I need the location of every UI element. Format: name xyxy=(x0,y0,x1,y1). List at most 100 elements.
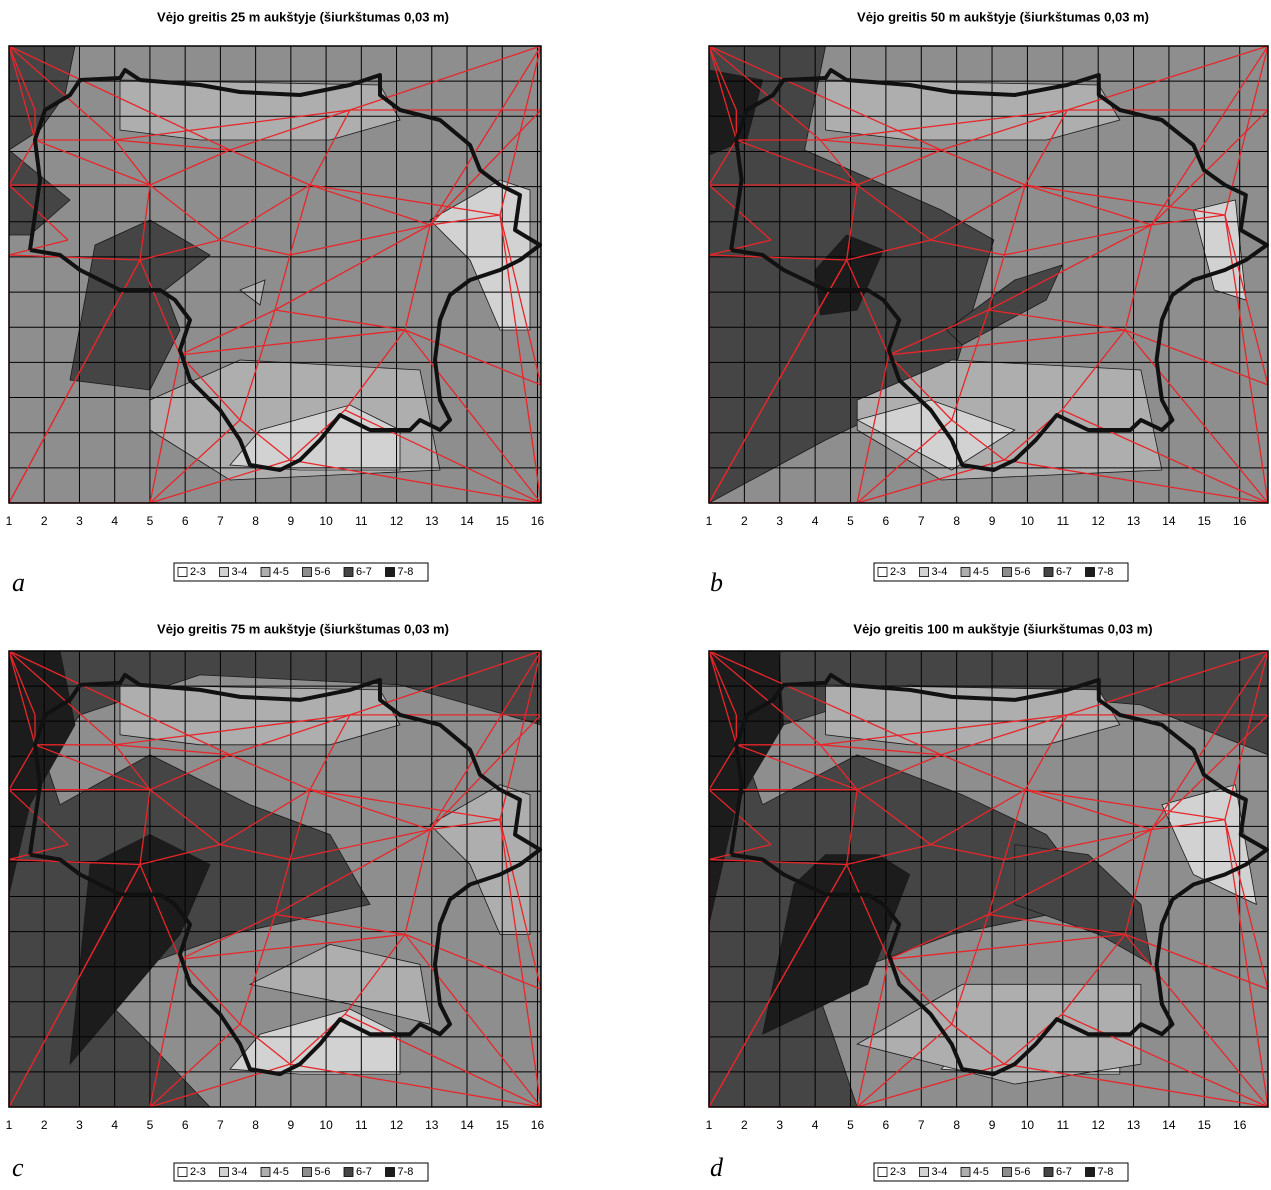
x-tick-label: 11 xyxy=(355,514,368,528)
x-tick-label: 4 xyxy=(812,514,819,528)
x-tick-label: 1 xyxy=(706,514,713,528)
panel-label: a xyxy=(12,568,25,597)
x-tick-label: 2 xyxy=(741,1118,748,1132)
legend-swatch xyxy=(1044,1168,1053,1177)
legend-swatch xyxy=(961,1168,970,1177)
legend-swatch xyxy=(878,1168,887,1177)
panel-label: c xyxy=(12,1153,24,1182)
x-tick-label: 10 xyxy=(1021,1118,1035,1132)
legend-swatch xyxy=(961,568,970,577)
legend-label: 4-5 xyxy=(973,1166,989,1178)
legend-label: 7-8 xyxy=(1098,1166,1114,1178)
x-tick-label: 7 xyxy=(918,1118,925,1132)
legend-label: 2-3 xyxy=(890,566,906,578)
x-tick-label: 3 xyxy=(76,514,83,528)
legend-swatch xyxy=(344,1168,353,1177)
x-tick-label: 13 xyxy=(425,1118,439,1132)
x-tick-label: 7 xyxy=(918,514,925,528)
legend-swatch xyxy=(344,568,353,577)
x-tick-label: 2 xyxy=(41,514,48,528)
x-tick-label: 8 xyxy=(252,1118,259,1132)
x-tick-label: 12 xyxy=(1091,1118,1105,1132)
x-tick-label: 15 xyxy=(1198,1118,1212,1132)
x-tick-label: 12 xyxy=(1091,514,1105,528)
legend-label: 6-7 xyxy=(1056,566,1072,578)
legend-swatch xyxy=(220,568,229,577)
legend-label: 4-5 xyxy=(973,566,989,578)
x-tick-label: 14 xyxy=(460,1118,474,1132)
x-tick-label: 8 xyxy=(953,1118,960,1132)
legend-label: 3-4 xyxy=(932,566,948,578)
x-tick-label: 16 xyxy=(531,1118,545,1132)
x-tick-label: 2 xyxy=(741,514,748,528)
x-tick-label: 6 xyxy=(182,514,189,528)
x-tick-label: 8 xyxy=(252,514,259,528)
chart-title: Vėjo greitis 75 m aukštyje (šiurkštumas … xyxy=(157,621,449,636)
plot xyxy=(709,46,1268,503)
x-tick-label: 11 xyxy=(355,1118,368,1132)
page: Vėjo greitis 25 m aukštyje (šiurkštumas … xyxy=(0,0,1271,1190)
x-tick-label: 15 xyxy=(1198,514,1212,528)
x-tick-label: 13 xyxy=(425,514,439,528)
legend-label: 3-4 xyxy=(232,566,248,578)
legend-swatch xyxy=(178,568,187,577)
legend-label: 2-3 xyxy=(890,1166,906,1178)
legend-label: 2-3 xyxy=(190,1166,206,1178)
x-tick-label: 9 xyxy=(989,1118,996,1132)
x-tick-label: 6 xyxy=(182,1118,189,1132)
x-tick-label: 14 xyxy=(1162,1118,1176,1132)
x-tick-label: 5 xyxy=(147,1118,154,1132)
legend-label: 4-5 xyxy=(273,566,289,578)
legend-label: 3-4 xyxy=(232,1166,248,1178)
panel-label: b xyxy=(710,568,723,597)
x-tick-label: 10 xyxy=(319,1118,333,1132)
chart-title: Vėjo greitis 25 m aukštyje (šiurkštumas … xyxy=(157,9,449,24)
x-tick-label: 4 xyxy=(812,1118,819,1132)
legend-swatch xyxy=(386,568,395,577)
legend-label: 3-4 xyxy=(932,1166,948,1178)
x-tick-label: 8 xyxy=(953,514,960,528)
x-tick-label: 12 xyxy=(390,1118,404,1132)
legend-swatch xyxy=(1003,568,1012,577)
legend-swatch xyxy=(303,1168,312,1177)
legend-label: 5-6 xyxy=(315,1166,331,1178)
legend-swatch xyxy=(386,1168,395,1177)
x-tick-label: 14 xyxy=(460,514,474,528)
legend-swatch xyxy=(1086,1168,1095,1177)
x-tick-label: 1 xyxy=(6,514,13,528)
x-tick-label: 16 xyxy=(531,514,545,528)
legend-swatch xyxy=(178,1168,187,1177)
plot xyxy=(9,46,541,503)
x-tick-label: 16 xyxy=(1233,1118,1247,1132)
x-tick-label: 5 xyxy=(847,514,854,528)
x-tick-label: 4 xyxy=(111,1118,118,1132)
x-tick-label: 15 xyxy=(496,1118,510,1132)
chart-title: Vėjo greitis 100 m aukštyje (šiurkštumas… xyxy=(853,621,1152,636)
x-tick-label: 10 xyxy=(1021,514,1035,528)
x-tick-label: 5 xyxy=(147,514,154,528)
x-tick-label: 11 xyxy=(1057,1118,1070,1132)
x-tick-label: 9 xyxy=(288,1118,295,1132)
legend-swatch xyxy=(261,1168,270,1177)
x-tick-label: 4 xyxy=(111,514,118,528)
legend-swatch xyxy=(1086,568,1095,577)
x-tick-label: 6 xyxy=(883,1118,890,1132)
legend-label: 5-6 xyxy=(315,566,331,578)
panel-label: d xyxy=(710,1153,724,1182)
chart-title: Vėjo greitis 50 m aukštyje (šiurkštumas … xyxy=(857,9,1149,24)
legend-swatch xyxy=(303,568,312,577)
legend-label: 6-7 xyxy=(1056,1166,1072,1178)
plot xyxy=(709,651,1268,1107)
x-tick-label: 7 xyxy=(217,1118,224,1132)
x-tick-label: 3 xyxy=(76,1118,83,1132)
x-tick-label: 5 xyxy=(847,1118,854,1132)
legend-label: 7-8 xyxy=(1098,566,1114,578)
legend-label: 5-6 xyxy=(1015,1166,1031,1178)
x-tick-label: 11 xyxy=(1057,514,1070,528)
legend-label: 6-7 xyxy=(356,566,372,578)
legend-label: 7-8 xyxy=(398,1166,414,1178)
x-tick-label: 1 xyxy=(706,1118,713,1132)
figure: Vėjo greitis 25 m aukštyje (šiurkštumas … xyxy=(0,0,1271,1185)
legend-swatch xyxy=(1044,568,1053,577)
plot xyxy=(9,651,541,1107)
